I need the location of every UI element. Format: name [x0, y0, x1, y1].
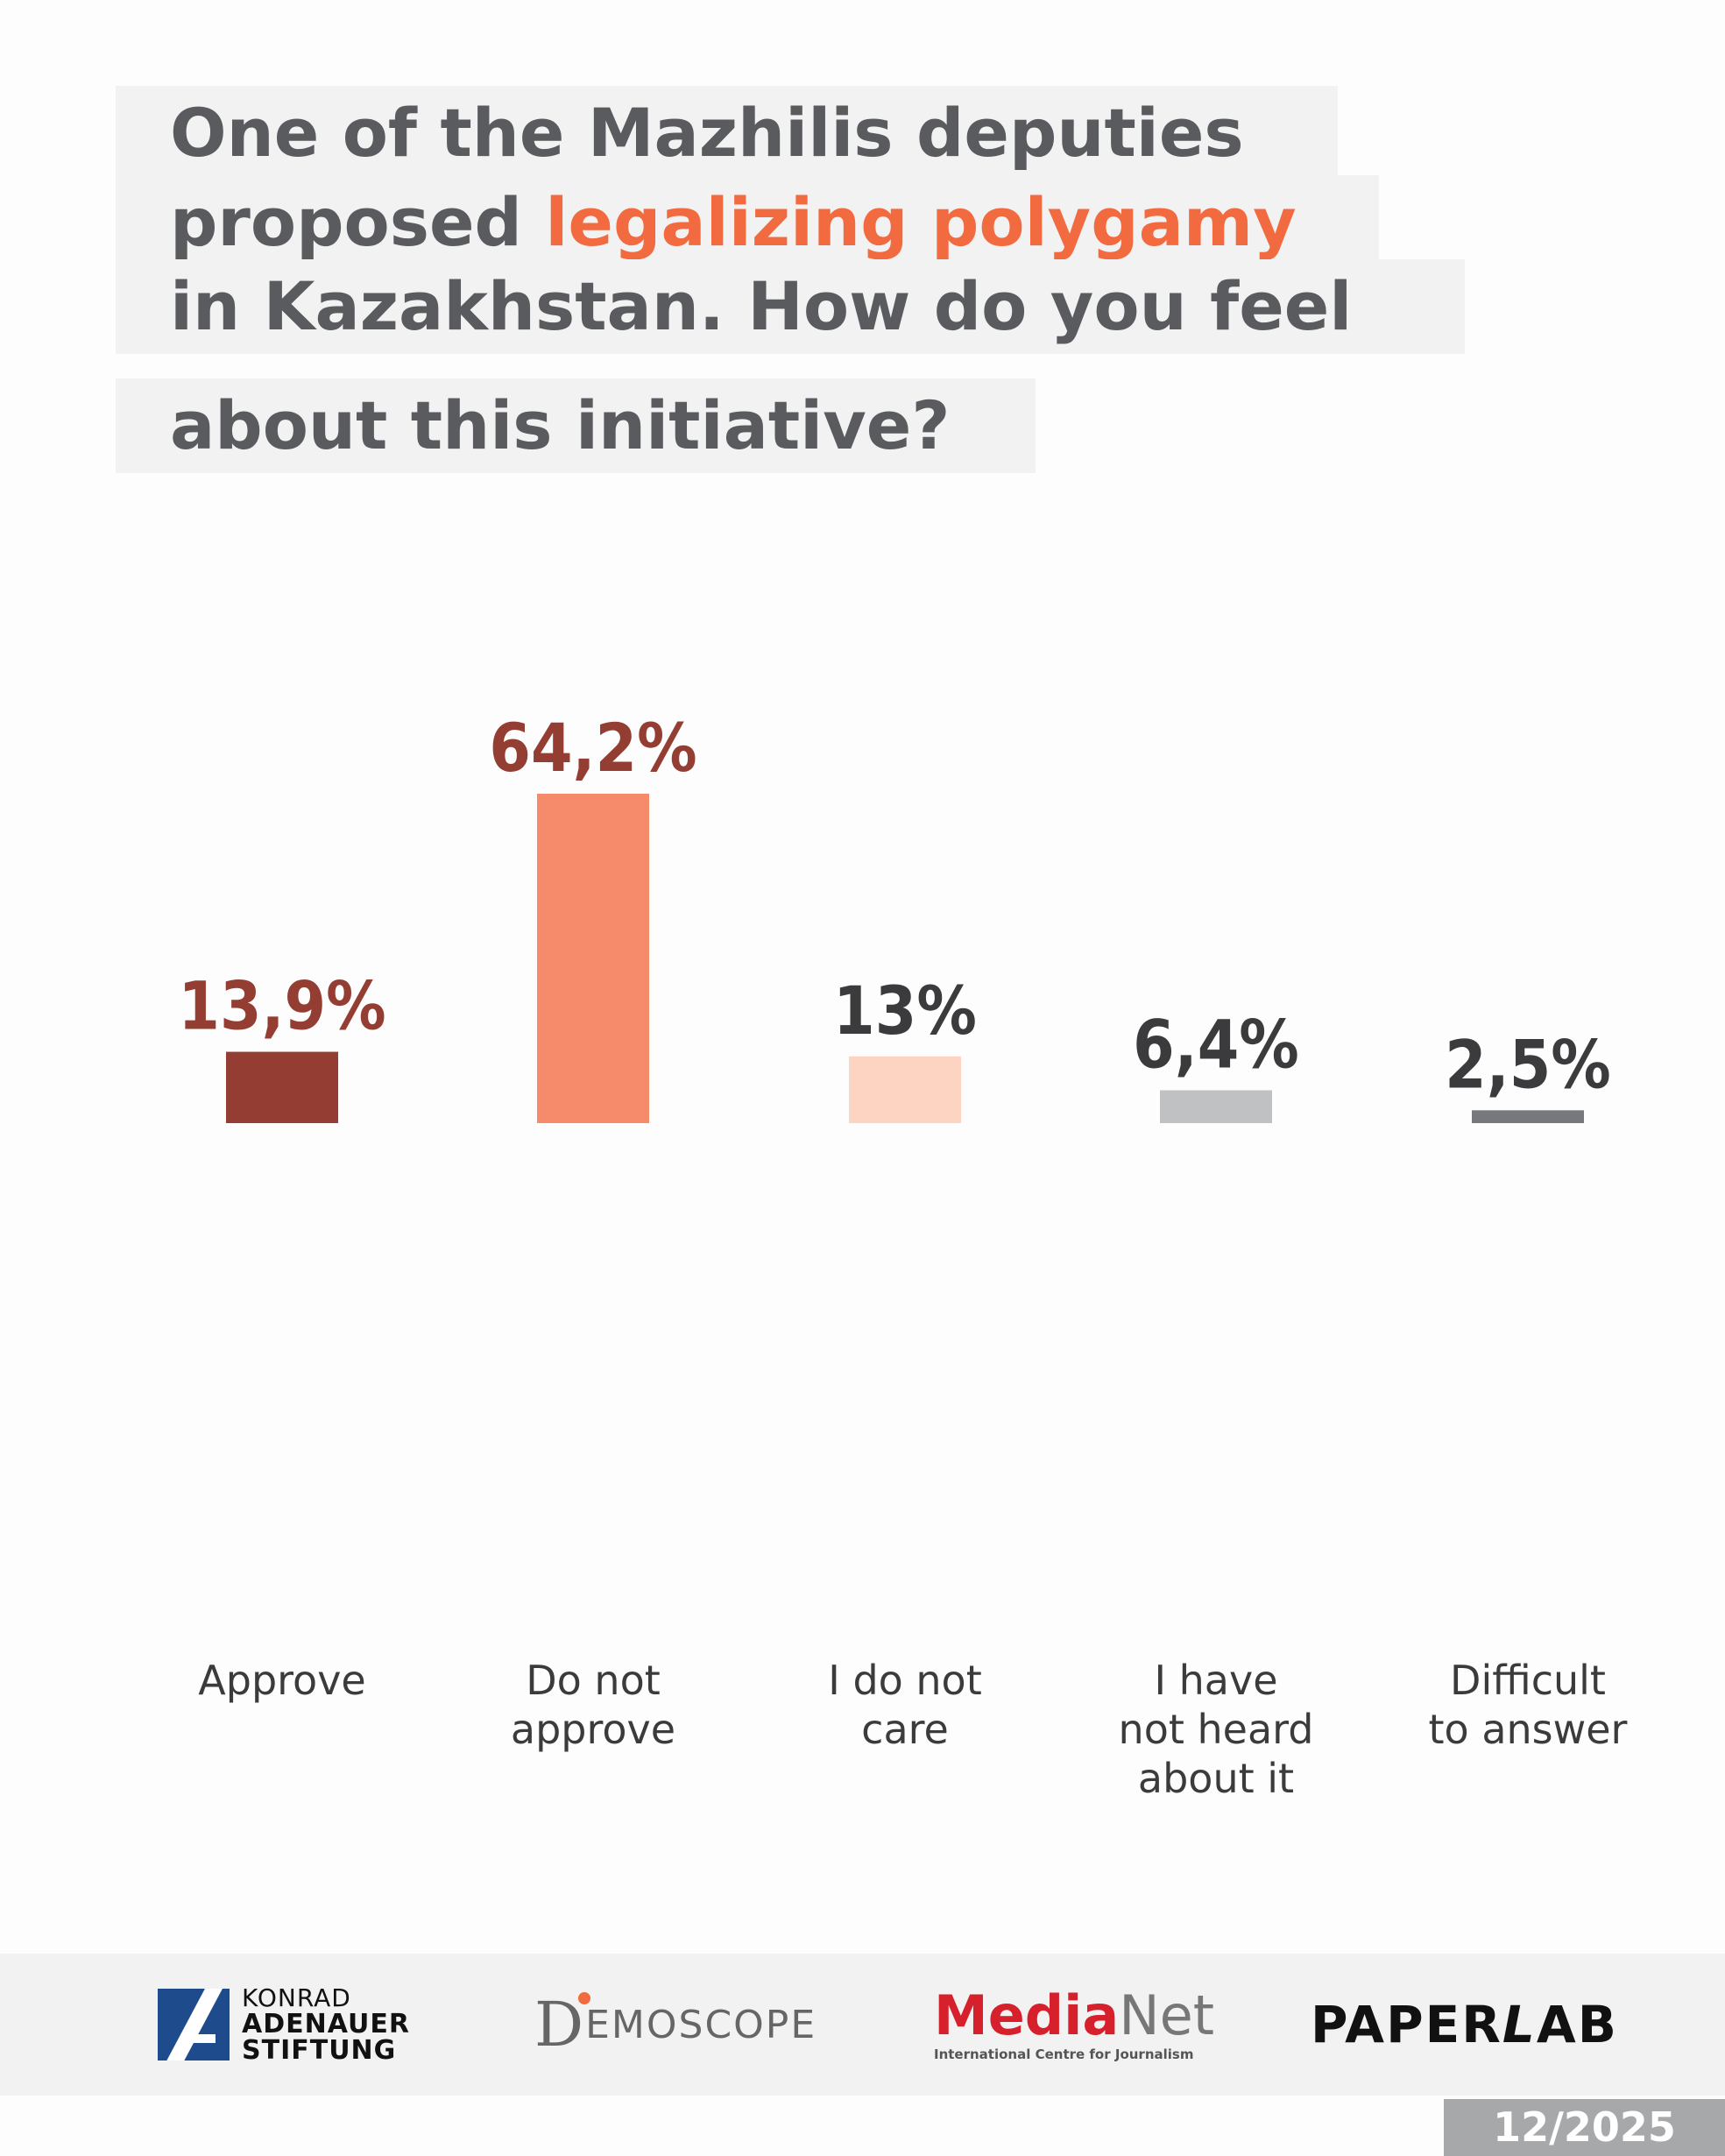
- category-label-3-2: about it: [1138, 1755, 1294, 1802]
- category-label-4-1: to answer: [1429, 1706, 1628, 1753]
- kas-line-2: ADENAUER: [242, 2009, 410, 2039]
- title-line-4: about this initiative?: [116, 378, 1036, 473]
- category-label-4-0: Difficult: [1450, 1657, 1606, 1704]
- demoscope-logo: D EMOSCOPE: [534, 1954, 817, 2096]
- medianet-media: Media: [934, 1983, 1120, 2047]
- footer: KONRAD ADENAUER STIFTUNG D EMOSCOPE Medi…: [0, 1954, 1725, 2096]
- category-label-1-1: approve: [511, 1706, 675, 1753]
- bar-1: [537, 794, 649, 1123]
- medianet-net: Net: [1119, 1983, 1215, 2047]
- value-label-4: 2,5%: [1445, 1025, 1611, 1103]
- kas-logo-icon: [158, 1989, 230, 2061]
- category-label-0-0: Approve: [198, 1657, 365, 1704]
- kas-line-3: STIFTUNG: [242, 2035, 397, 2066]
- bar-2: [849, 1056, 961, 1123]
- title-highlight: legalizing polygamy: [545, 183, 1297, 261]
- bar-0: [226, 1051, 338, 1123]
- date-badge: 12/2025: [1444, 2099, 1725, 2156]
- demoscope-logo-icon: D: [534, 1989, 590, 2061]
- bar-3: [1160, 1090, 1272, 1123]
- title-line-3: in Kazakhstan. How do you feel: [116, 259, 1465, 354]
- demoscope-text: EMOSCOPE: [585, 2002, 817, 2047]
- category-label-2-0: I do not: [828, 1657, 982, 1704]
- category-label-2-1: care: [861, 1706, 949, 1753]
- value-label-2: 13%: [833, 972, 977, 1050]
- value-label-0: 13,9%: [178, 967, 385, 1045]
- category-label-1-0: Do not: [526, 1657, 661, 1704]
- bar-4: [1472, 1110, 1584, 1123]
- paperlab-logo: PAPER L AB: [1311, 1995, 1618, 2054]
- medianet-logo: MediaNet International Centre for Journa…: [934, 1954, 1214, 2096]
- category-label-3-1: not heard: [1119, 1706, 1314, 1753]
- category-label-3-0: I have: [1154, 1657, 1277, 1704]
- title-line-2: proposed legalizing polygamy: [116, 175, 1379, 270]
- value-label-3: 6,4%: [1133, 1006, 1299, 1084]
- kas-line-1: KONRAD: [242, 1983, 351, 2012]
- value-label-1: 64,2%: [489, 709, 696, 787]
- title-line-1: One of the Mazhilis deputies: [116, 86, 1338, 180]
- medianet-subtitle: International Centre for Journalism: [934, 2046, 1194, 2062]
- chart-title: One of the Mazhilis deputies proposed le…: [0, 0, 1725, 491]
- kas-logo: KONRAD ADENAUER STIFTUNG: [158, 1954, 410, 2096]
